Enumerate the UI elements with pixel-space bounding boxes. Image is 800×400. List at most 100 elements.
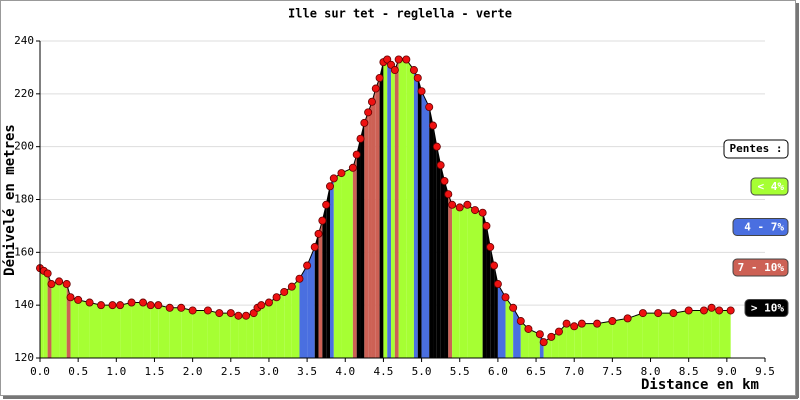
data-point xyxy=(448,200,457,209)
data-point xyxy=(638,309,647,318)
slope-segment xyxy=(703,307,712,358)
slope-segment xyxy=(581,323,598,358)
slope-segment xyxy=(642,313,659,358)
slope-segment xyxy=(261,302,269,358)
data-point xyxy=(726,306,735,315)
x-tick-label: 0.0 xyxy=(30,365,50,378)
x-tick-label: 0.5 xyxy=(68,365,88,378)
slope-segment xyxy=(444,181,449,358)
data-point xyxy=(337,169,346,178)
y-tick-label: 120 xyxy=(14,351,34,364)
slope-segment xyxy=(284,286,292,358)
data-point xyxy=(429,121,438,130)
legend-title-box xyxy=(723,139,789,159)
data-point xyxy=(360,118,369,127)
data-point xyxy=(249,309,258,318)
y-tick-label: 220 xyxy=(14,87,34,100)
data-point xyxy=(375,73,384,82)
slope-segment xyxy=(299,265,308,358)
slope-segment xyxy=(322,204,327,358)
data-point xyxy=(116,301,125,310)
data-point xyxy=(654,309,663,318)
data-point xyxy=(234,311,243,320)
slope-segment xyxy=(276,291,285,358)
data-point xyxy=(577,319,586,328)
slope-segment xyxy=(371,88,376,359)
data-point xyxy=(707,303,716,312)
slope-segment xyxy=(719,310,731,358)
slope-segment xyxy=(497,284,506,358)
x-tick-label: 2.5 xyxy=(221,365,241,378)
slope-segment xyxy=(219,313,231,358)
slope-segment xyxy=(364,112,369,358)
x-tick-label: 4.0 xyxy=(335,365,355,378)
data-point xyxy=(264,298,273,307)
data-point xyxy=(608,317,617,326)
legend-title: Pentes : xyxy=(730,142,783,155)
data-point xyxy=(127,298,136,307)
data-point xyxy=(280,287,289,296)
slope-segment xyxy=(169,307,182,358)
data-point xyxy=(516,317,525,326)
data-point xyxy=(303,261,312,270)
data-point xyxy=(203,306,212,315)
data-point xyxy=(493,280,502,289)
slope-segment xyxy=(291,278,300,358)
data-point xyxy=(356,134,365,143)
data-point xyxy=(394,55,403,64)
data-point xyxy=(432,142,441,151)
slope-segment xyxy=(421,91,430,359)
slope-segment xyxy=(658,313,674,358)
data-point xyxy=(322,200,331,209)
slope-segment xyxy=(268,297,277,358)
legend-label: 4 - 7% xyxy=(744,221,784,234)
data-point xyxy=(108,301,117,310)
legend-label: > 10% xyxy=(751,302,784,315)
data-point xyxy=(165,303,174,312)
slope-segment xyxy=(413,70,418,358)
x-tick-label: 3.5 xyxy=(297,365,317,378)
data-point xyxy=(715,306,724,315)
slope-segment xyxy=(383,59,388,358)
data-point xyxy=(390,66,399,75)
slope-segment xyxy=(253,307,258,358)
slope-segment xyxy=(360,122,365,359)
slope-segment xyxy=(43,270,48,358)
data-point xyxy=(329,174,338,183)
data-point xyxy=(348,163,357,172)
data-point xyxy=(325,182,334,191)
slope-segment xyxy=(436,146,441,358)
x-tick-label: 6.0 xyxy=(488,365,508,378)
data-point xyxy=(623,314,632,323)
slope-segment xyxy=(356,138,361,358)
data-point xyxy=(97,301,106,310)
slope-segment xyxy=(59,281,67,358)
slope-segment xyxy=(433,125,437,359)
slope-segment xyxy=(505,297,514,358)
data-point xyxy=(287,282,296,291)
slope-segment xyxy=(673,310,689,358)
slope-segment xyxy=(257,305,262,358)
profile-line xyxy=(39,58,731,343)
data-point xyxy=(139,298,148,307)
data-point xyxy=(547,332,556,341)
slope-segment xyxy=(452,204,460,358)
data-point xyxy=(352,150,361,159)
y-tick-label: 200 xyxy=(14,140,34,153)
data-point xyxy=(501,293,510,302)
slope-segment xyxy=(387,59,392,358)
slope-segment xyxy=(368,101,372,358)
slope-segment xyxy=(341,167,353,358)
slope-segment xyxy=(207,310,220,358)
slope-segment xyxy=(467,204,475,358)
slope-segment xyxy=(318,220,323,358)
data-point xyxy=(62,280,71,289)
data-point xyxy=(554,327,563,336)
x-tick-label: 2.0 xyxy=(183,365,203,378)
data-point xyxy=(310,243,319,252)
slope-segment xyxy=(66,284,71,358)
y-tick-label: 240 xyxy=(14,34,34,47)
legend-label: < 4% xyxy=(758,180,785,193)
data-point xyxy=(509,303,518,312)
slope-segment xyxy=(150,305,159,358)
